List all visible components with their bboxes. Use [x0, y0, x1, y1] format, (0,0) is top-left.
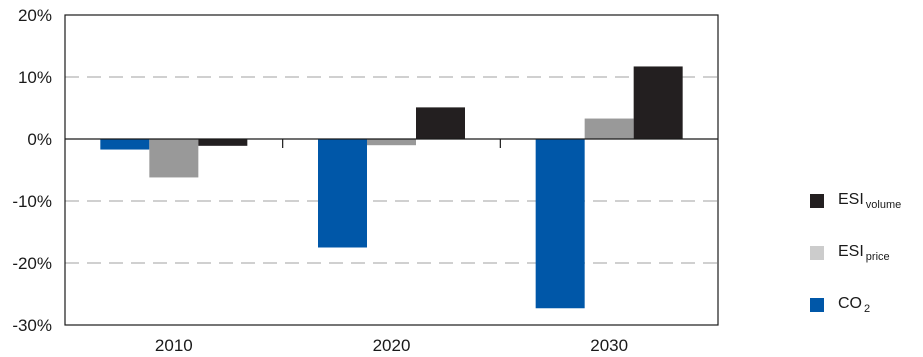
legend-swatch-esi-volume	[810, 194, 824, 208]
legend-swatch-co2	[810, 298, 824, 312]
legend-item-esi-price: ESI price	[810, 242, 890, 264]
legend-label-esi-price: ESI price	[838, 243, 890, 263]
legend-label-esi-volume: ESI volume	[838, 191, 902, 211]
bar-esi-price-2020	[367, 139, 416, 146]
bar-esi-volume-2020	[416, 107, 465, 139]
legend-item-esi-volume: ESI volume	[810, 190, 901, 212]
x-tick-label: 2010	[155, 336, 193, 355]
bar-esi-price-2010	[149, 139, 199, 178]
legend-swatch-esi-price	[810, 246, 824, 260]
y-tick-label: -10%	[12, 192, 52, 211]
bar-co2-2030	[535, 139, 585, 309]
legend-label-co2: CO 2	[838, 295, 871, 315]
plot-frame	[64, 14, 719, 326]
bar-co2-2020	[318, 139, 367, 248]
y-tick-label: 10%	[18, 68, 52, 87]
bar-esi-volume-2030	[633, 66, 683, 139]
bar-co2-2010	[100, 139, 150, 150]
x-tick-label: 2030	[590, 336, 628, 355]
legend-item-co2: CO 2	[810, 294, 870, 316]
y-tick-label: -20%	[12, 254, 52, 273]
bar-esi-price-2030	[584, 118, 634, 139]
bar-esi-volume-2010	[198, 139, 248, 146]
y-tick-label: -30%	[12, 316, 52, 335]
y-tick-label: 20%	[18, 6, 52, 25]
y-tick-label: 0%	[27, 130, 52, 149]
x-tick-label: 2020	[373, 336, 411, 355]
